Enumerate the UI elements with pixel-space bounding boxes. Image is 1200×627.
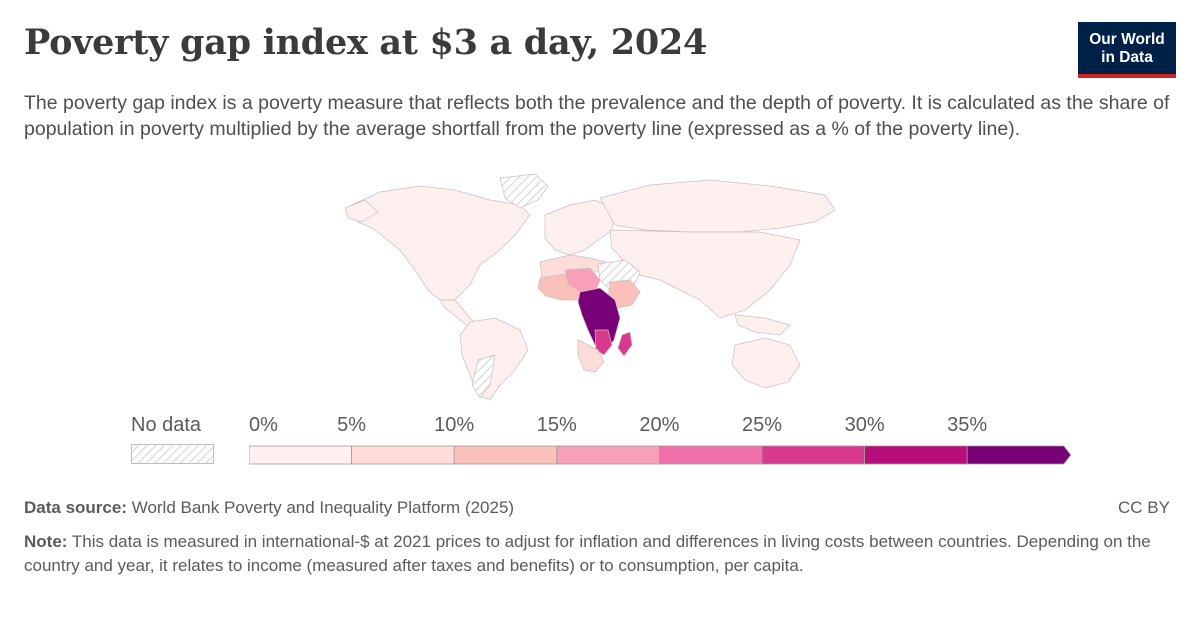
legend-tick-label: 35% — [947, 414, 988, 436]
legend-bin-1[interactable] — [351, 445, 455, 465]
source-label: Data source: — [24, 498, 127, 517]
legend-tick-label: 0% — [249, 414, 278, 436]
region-greenland[interactable] — [499, 173, 549, 209]
data-source: Data source: World Bank Poverty and Ineq… — [24, 498, 514, 518]
region-southern-africa[interactable] — [577, 339, 605, 373]
chart-note: Note: This data is measured in internati… — [24, 530, 1174, 578]
region-madagascar[interactable] — [617, 331, 633, 357]
legend-tick-label: 15% — [536, 414, 577, 436]
legend-tick-label: 20% — [639, 414, 680, 436]
legend-tick-label: 30% — [844, 414, 885, 436]
region-south-central-africa[interactable] — [594, 329, 613, 356]
legend-bin-2[interactable] — [453, 445, 558, 465]
legend-color-bar — [249, 445, 1072, 465]
region-australia[interactable] — [731, 337, 801, 389]
note-label: Note: — [24, 532, 68, 551]
region-europe[interactable] — [544, 199, 616, 256]
legend-bin-5[interactable] — [761, 445, 865, 465]
region-north-america[interactable] — [351, 185, 531, 301]
region-russia[interactable] — [599, 179, 836, 233]
legend-bin-0[interactable] — [249, 445, 352, 465]
legend-bin-3[interactable] — [556, 445, 660, 465]
legend-bin-6[interactable] — [864, 445, 968, 465]
chart-title: Poverty gap index at $3 a day, 2024 — [24, 22, 708, 63]
legend-tick-label: 10% — [434, 414, 475, 436]
legend-tick-label: 5% — [337, 414, 367, 436]
legend-bin-7[interactable] — [966, 445, 1072, 465]
region-patagonia[interactable] — [471, 354, 496, 399]
owid-logo[interactable]: Our World in Data — [1078, 22, 1176, 78]
note-text: This data is measured in international-$… — [24, 532, 1151, 575]
logo-line-1: Our World — [1089, 31, 1165, 48]
legend-no-data-label: No data — [131, 414, 202, 436]
legend-tick-label: 25% — [741, 414, 783, 436]
legend-bin-4[interactable] — [658, 445, 763, 465]
license-link[interactable]: CC BY — [1118, 498, 1170, 517]
region-southeast-asia[interactable] — [734, 314, 791, 336]
legend-no-data-swatch — [131, 444, 214, 464]
region-alaska[interactable] — [344, 199, 379, 223]
source-text[interactable]: World Bank Poverty and Inequality Platfo… — [126, 498, 515, 517]
logo-line-2: in Data — [1101, 49, 1153, 66]
chart-subtitle: The poverty gap index is a poverty measu… — [24, 92, 1170, 140]
